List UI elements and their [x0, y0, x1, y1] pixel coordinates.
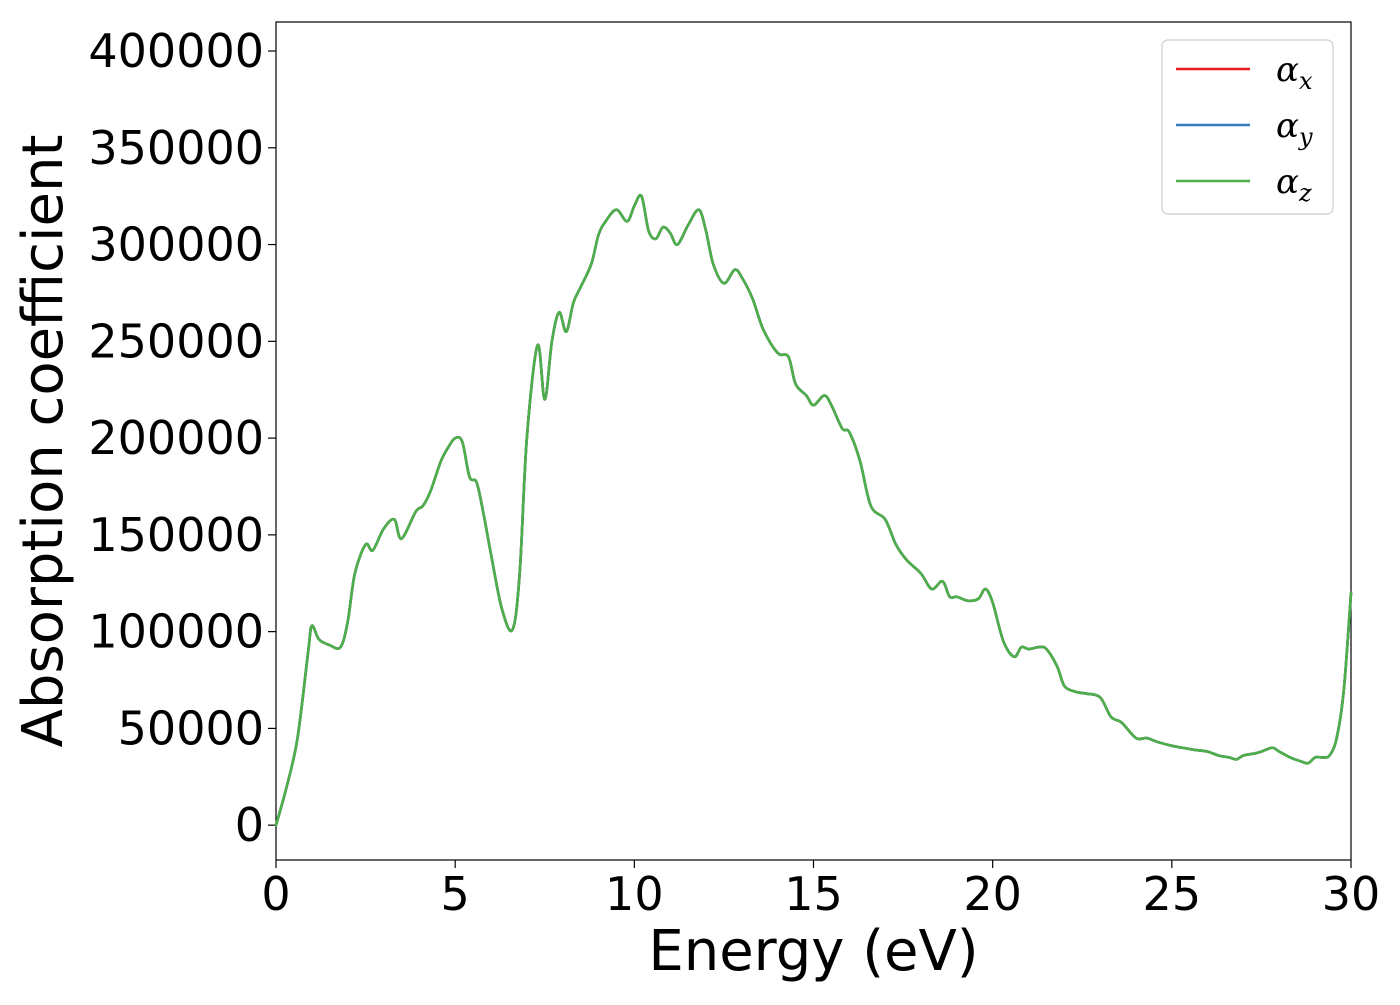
x-tick-label: 5	[441, 867, 470, 921]
y-tick-label: 250000	[88, 314, 264, 368]
series-lines	[274, 193, 1353, 827]
x-tick-label: 25	[1143, 867, 1202, 921]
legend-symbol: α	[1276, 106, 1299, 146]
y-axis-ticks: 0 50000 100000 150000 200000 250000 300000 3500…	[88, 24, 276, 852]
y-tick-label: 50000	[118, 701, 264, 755]
y-tick-label: 350000	[88, 121, 264, 175]
legend-subscript: y	[1298, 123, 1313, 151]
x-tick-label: 10	[605, 867, 664, 921]
y-tick-label: 0	[235, 798, 264, 852]
y-axis-title: Absorption coefficient	[11, 135, 76, 748]
series-line-1	[274, 193, 1353, 827]
legend-label-3: αz	[1276, 162, 1312, 207]
legend-label-2: αy	[1276, 106, 1313, 151]
legend-symbol: α	[1276, 50, 1299, 90]
y-tick-label: 400000	[88, 24, 264, 78]
x-tick-label: 30	[1322, 867, 1381, 921]
y-tick-label: 200000	[88, 411, 264, 465]
legend-subscript: x	[1299, 67, 1313, 95]
x-tick-label: 20	[963, 867, 1022, 921]
legend-symbol: α	[1276, 162, 1299, 202]
x-axis-title: Energy (eV)	[648, 919, 978, 984]
x-axis-ticks: 0 5 10 15 20 25 30	[261, 860, 1380, 921]
y-tick-label: 300000	[88, 218, 264, 272]
legend-label-1: αx	[1276, 50, 1313, 95]
y-tick-label: 100000	[88, 605, 264, 659]
y-tick-label: 150000	[88, 508, 264, 562]
x-tick-label: 15	[784, 867, 843, 921]
x-tick-label: 0	[261, 867, 290, 921]
legend-subscript: z	[1298, 179, 1312, 207]
legend-box	[1161, 39, 1334, 215]
series-line-2	[274, 193, 1353, 827]
series-line-3	[274, 193, 1353, 827]
